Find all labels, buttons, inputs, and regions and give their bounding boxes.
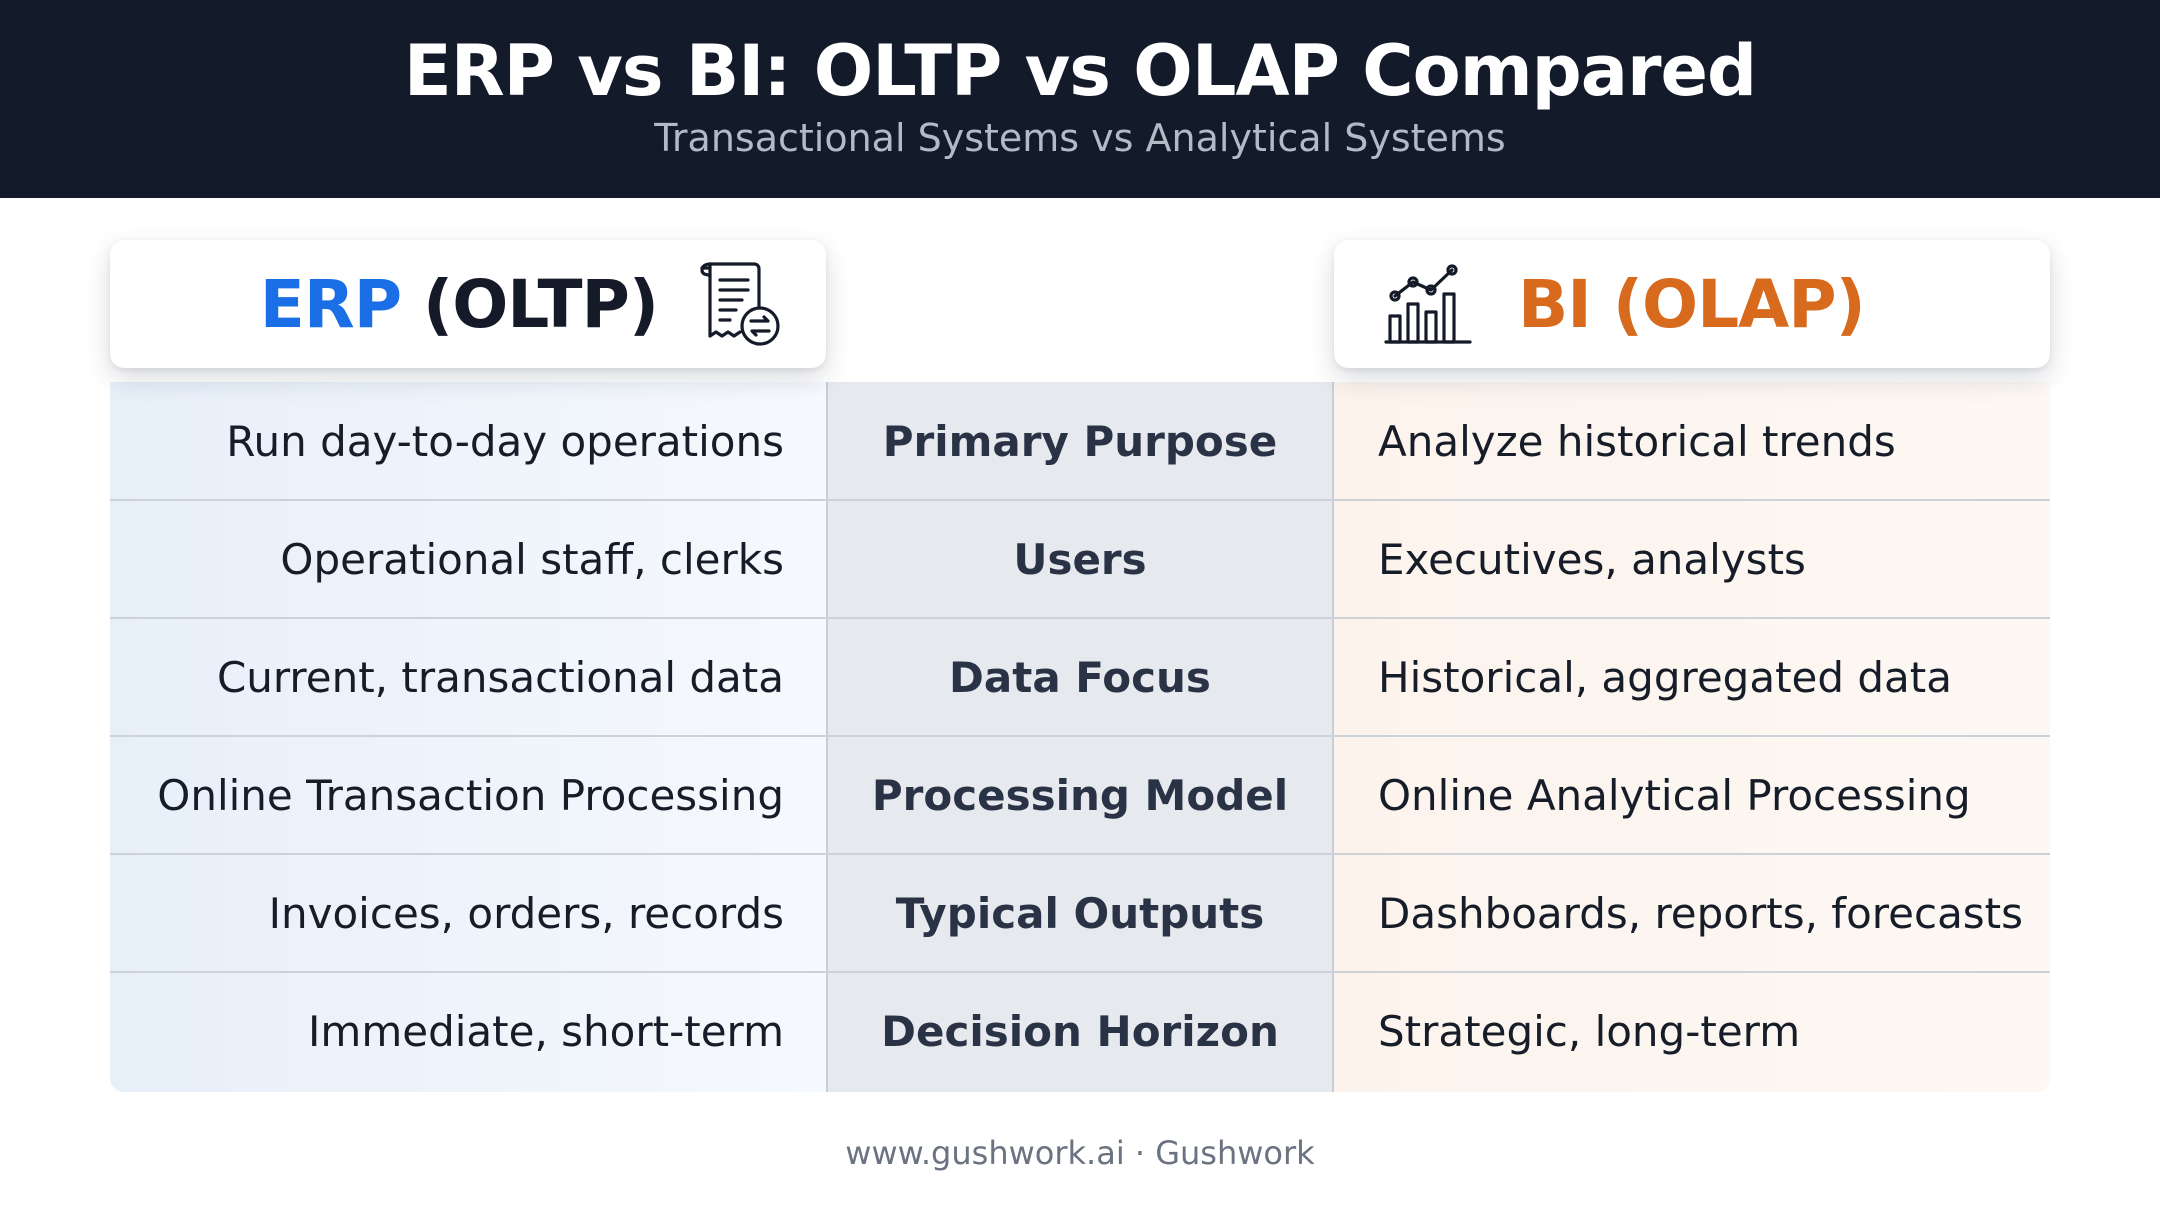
receipt-sync-icon — [694, 258, 786, 350]
erp-cell: Immediate, short-term — [308, 1006, 784, 1056]
page-title: ERP vs BI: OLTP vs OLAP Compared — [403, 30, 1757, 112]
row-divider — [110, 735, 2050, 737]
category-cell: Primary Purpose — [882, 416, 1278, 466]
page-subtitle: Transactional Systems vs Analytical Syst… — [654, 116, 1506, 160]
erp-cell: Current, transactional data — [216, 652, 784, 702]
bi-cell: Historical, aggregated data — [1378, 652, 1952, 702]
bar-line-chart-icon — [1382, 258, 1474, 350]
bi-cell: Executives, analysts — [1378, 534, 1806, 584]
bi-column-title: BI (OLAP) — [1518, 265, 1866, 343]
bi-cell: Analyze historical trends — [1378, 416, 1896, 466]
comparison-table: Run day-to-day operations Primary Purpose… — [110, 382, 2050, 1092]
erp-cell: Invoices, orders, records — [268, 888, 784, 938]
bi-cell: Strategic, long-term — [1378, 1006, 1801, 1056]
table-row: Current, transactional data Data Focus His… — [110, 618, 2050, 736]
category-cell: Data Focus — [949, 652, 1211, 702]
row-divider — [110, 971, 2050, 973]
bi-cell: Dashboards, reports, forecasts — [1378, 888, 2024, 938]
erp-label-strong: ERP — [259, 265, 402, 343]
bi-header-card: BI (OLAP) — [1334, 240, 2050, 368]
header-banner: ERP vs BI: OLTP vs OLAP Compared Transac… — [0, 0, 2160, 198]
table-row: Run day-to-day operations Primary Purpose… — [110, 382, 2050, 500]
footer-credit: www.gushwork.ai · Gushwork — [845, 1134, 1315, 1172]
erp-label-rest: (OLTP) — [401, 265, 659, 343]
bi-cell: Online Analytical Processing — [1378, 770, 1971, 820]
table-row: Invoices, orders, records Typical Outputs… — [110, 854, 2050, 972]
category-cell: Users — [1013, 534, 1147, 584]
erp-cell: Online Transaction Processing — [157, 770, 784, 820]
table-row: Online Transaction Processing Processing … — [110, 736, 2050, 854]
row-divider — [110, 853, 2050, 855]
category-cell: Typical Outputs — [895, 888, 1265, 938]
row-divider — [110, 499, 2050, 501]
table-row: Immediate, short-term Decision Horizon Str… — [110, 972, 2050, 1090]
erp-header-card: ERP (OLTP) — [110, 240, 826, 368]
erp-cell: Operational staff, clerks — [280, 534, 784, 584]
category-cell: Processing Model — [871, 770, 1289, 820]
table-row: Operational staff, clerks Users Executives… — [110, 500, 2050, 618]
category-cell: Decision Horizon — [881, 1006, 1279, 1056]
erp-cell: Run day-to-day operations — [226, 416, 784, 466]
row-divider — [110, 617, 2050, 619]
erp-column-title: ERP (OLTP) — [259, 265, 659, 343]
